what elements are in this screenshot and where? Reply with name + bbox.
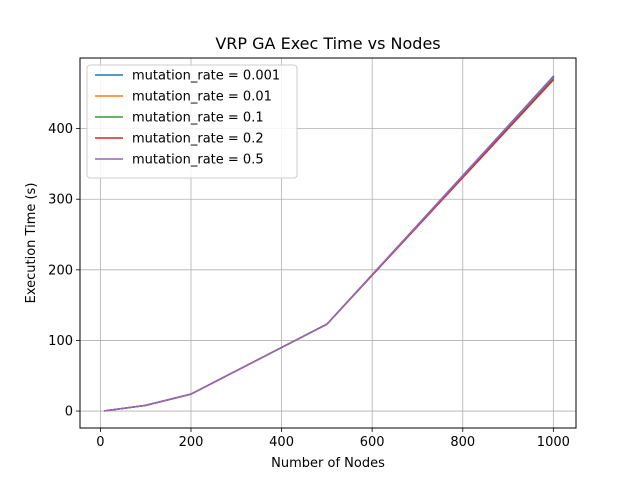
series-line-4 [104,76,555,412]
y-axis-label: Execution Time (s) [24,183,39,304]
legend: mutation_rate = 0.001 mutation_rate = 0.0… [86,64,298,179]
plot-frame [79,57,577,429]
legend-label: mutation_rate = 0.1 [132,111,264,126]
y-tick-label: 300 [48,193,73,208]
legend-label: mutation_rate = 0.001 [132,69,280,84]
axis-ticks: 0 200 400 600 800 1000 0 100 200 300 400 [48,122,570,450]
x-tick-label: 200 [179,435,204,450]
legend-label: mutation_rate = 0.5 [132,153,264,168]
legend-label: mutation_rate = 0.2 [132,132,264,147]
chart-title: VRP GA Exec Time vs Nodes [215,34,440,53]
y-tick-label: 100 [48,334,73,349]
y-tick-label: 400 [48,122,73,137]
x-tick-label: 800 [450,435,475,450]
legend-label: mutation_rate = 0.01 [132,90,272,105]
x-tick-label: 600 [360,435,385,450]
x-axis-label: Number of Nodes [271,456,385,471]
y-tick-label: 200 [48,263,73,278]
x-tick-label: 1000 [537,435,570,450]
x-tick-label: 0 [96,435,104,450]
y-tick-label: 0 [65,405,73,420]
legend-box [86,64,298,179]
x-tick-label: 400 [269,435,294,450]
series-lines [104,75,555,412]
